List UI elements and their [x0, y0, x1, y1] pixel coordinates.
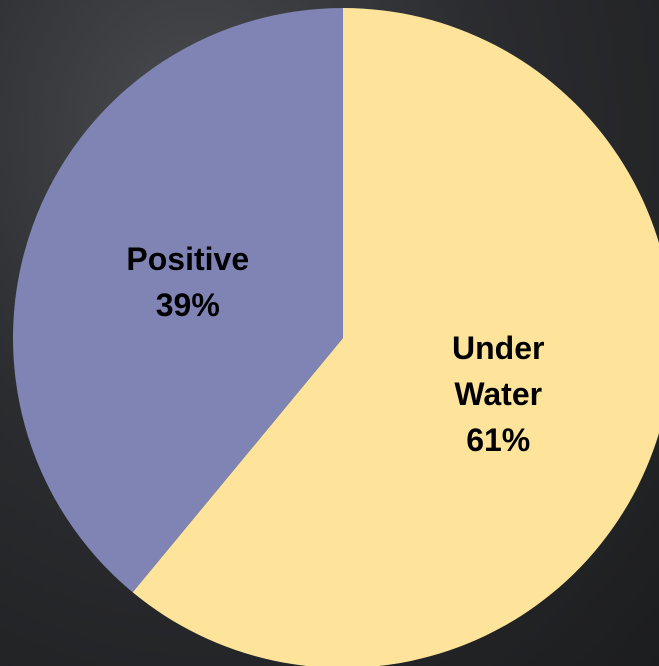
- pie-slice: [132, 8, 659, 666]
- slice-label: Under Water 61%: [452, 325, 544, 463]
- category-label: Positive: [126, 241, 250, 278]
- category-label: Under Water: [452, 329, 545, 412]
- value-label: 61%: [466, 421, 531, 458]
- value-label: 39%: [155, 287, 220, 324]
- slice-label: Positive 39%: [126, 236, 249, 328]
- pie-slice: [12, 8, 343, 593]
